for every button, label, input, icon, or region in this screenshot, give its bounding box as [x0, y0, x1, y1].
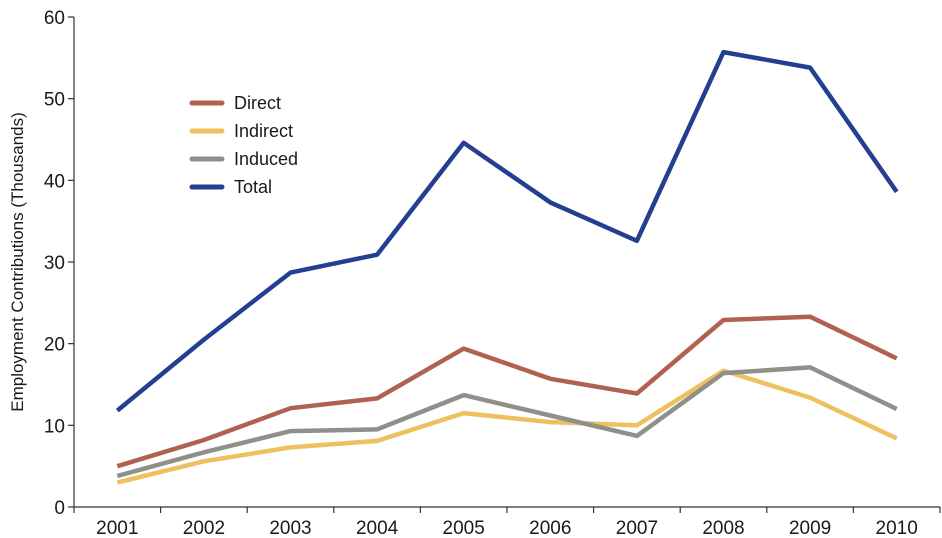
series-line-total — [115, 49, 899, 413]
x-tick-label: 2005 — [443, 518, 485, 538]
y-tick-label: 60 — [44, 8, 65, 29]
y-tick-label: 40 — [44, 171, 65, 192]
legend-label-direct: Direct — [234, 93, 281, 113]
x-tick-label: 2009 — [789, 518, 831, 538]
legend: Direct Indirect Induced Total — [189, 93, 298, 197]
x-tick-label: 2004 — [356, 518, 399, 538]
x-tick-label: 2010 — [876, 518, 918, 538]
series-lines — [115, 49, 899, 485]
legend-label-total: Total — [234, 177, 272, 197]
series-line-induced — [116, 365, 898, 479]
series-line-indirect — [116, 368, 898, 485]
legend-label-indirect: Indirect — [234, 121, 293, 141]
axes: 0 10 20 30 40 50 60 2001 2002 2003 2004 2005 2006 200… — [44, 8, 941, 538]
series-line-direct — [116, 314, 898, 469]
x-tick-label: 2003 — [269, 518, 311, 538]
x-tick-label: 2001 — [96, 518, 138, 538]
y-axis-title: Employment Contributions (Thousands) — [8, 112, 27, 412]
x-tick-label: 2008 — [702, 518, 744, 538]
y-tick-label: 20 — [44, 335, 65, 356]
y-tick-label: 10 — [44, 416, 65, 437]
x-tick-label: 2007 — [616, 518, 658, 538]
x-tick-label: 2006 — [529, 518, 571, 538]
y-tick-label: 30 — [44, 253, 65, 274]
x-tick-label: 2002 — [183, 518, 225, 538]
legend-label-induced: Induced — [234, 149, 298, 169]
y-tick-label: 0 — [54, 498, 65, 519]
y-tick-label: 50 — [44, 90, 65, 111]
